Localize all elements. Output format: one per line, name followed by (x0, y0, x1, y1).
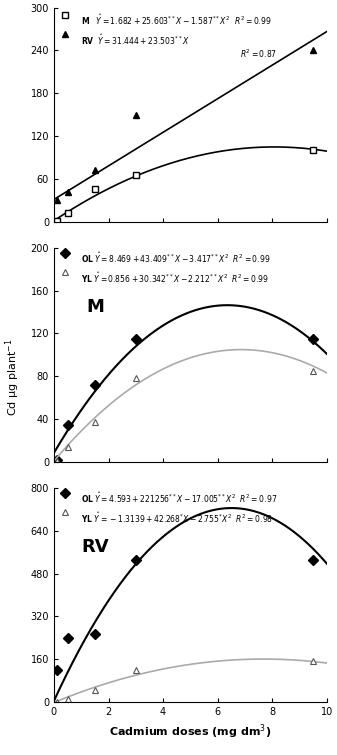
Text: $\mathbf{YL}$ $\hat{Y}=0.856+30.342^{**}X-2.212^{**}X^2$  $R^2=0.99$: $\mathbf{YL}$ $\hat{Y}=0.856+30.342^{**}… (81, 270, 269, 285)
Text: $\mathbf{M}$   $\hat{Y}=1.682+25.603^{**}X-1.587^{**}X^2$  $R^2=0.99$: $\mathbf{M}$ $\hat{Y}=1.682+25.603^{**}X… (81, 13, 272, 27)
Text: $\mathbf{OL}$ $\hat{Y}=4.593+221256^{**}X-17.005^{**}X^2$  $R^2=0.97$: $\mathbf{OL}$ $\hat{Y}=4.593+221256^{**}… (81, 491, 277, 505)
Text: M: M (87, 298, 104, 316)
Text: Cd μg plant$^{-1}$: Cd μg plant$^{-1}$ (3, 339, 22, 416)
Text: $R^2=0.87$: $R^2=0.87$ (240, 48, 277, 60)
Text: $\mathbf{RV}$  $\hat{Y}=31.444+23.503^{**}X$: $\mathbf{RV}$ $\hat{Y}=31.444+23.503^{**… (81, 32, 190, 47)
Text: RV: RV (81, 538, 109, 556)
X-axis label: Cadmium doses (mg dm$^3$): Cadmium doses (mg dm$^3$) (109, 723, 272, 741)
Text: $\mathbf{OL}$ $\hat{Y}=8.469+43.409^{**}X-3.417^{**}X^2$  $R^2=0.99$: $\mathbf{OL}$ $\hat{Y}=8.469+43.409^{**}… (81, 251, 271, 265)
Text: $\mathbf{YL}$ $\hat{Y}=-1.3139+42.268^{*}X-2.755^{*}X^2$  $R^2=0.98$: $\mathbf{YL}$ $\hat{Y}=-1.3139+42.268^{*… (81, 510, 273, 525)
